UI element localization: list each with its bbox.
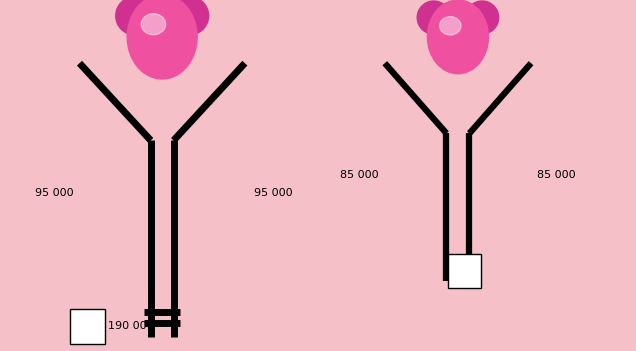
Text: TfR cellulaire: TfR cellulaire <box>121 5 203 18</box>
Text: B: B <box>460 265 469 278</box>
FancyBboxPatch shape <box>70 309 105 344</box>
Text: sTfR sérique: sTfR sérique <box>419 5 497 18</box>
Text: 95 000: 95 000 <box>35 188 73 198</box>
Ellipse shape <box>141 14 165 35</box>
Text: 95 000: 95 000 <box>254 188 293 198</box>
Ellipse shape <box>127 0 197 79</box>
Ellipse shape <box>427 0 488 74</box>
Ellipse shape <box>170 0 209 35</box>
Text: 190 000: 190 000 <box>108 322 154 331</box>
Ellipse shape <box>417 1 450 34</box>
FancyBboxPatch shape <box>448 254 481 288</box>
Text: A: A <box>83 320 92 333</box>
Ellipse shape <box>439 16 461 35</box>
Text: 85 000: 85 000 <box>537 171 576 180</box>
Ellipse shape <box>466 1 499 34</box>
Ellipse shape <box>116 0 154 35</box>
Text: 85 000: 85 000 <box>340 171 378 180</box>
